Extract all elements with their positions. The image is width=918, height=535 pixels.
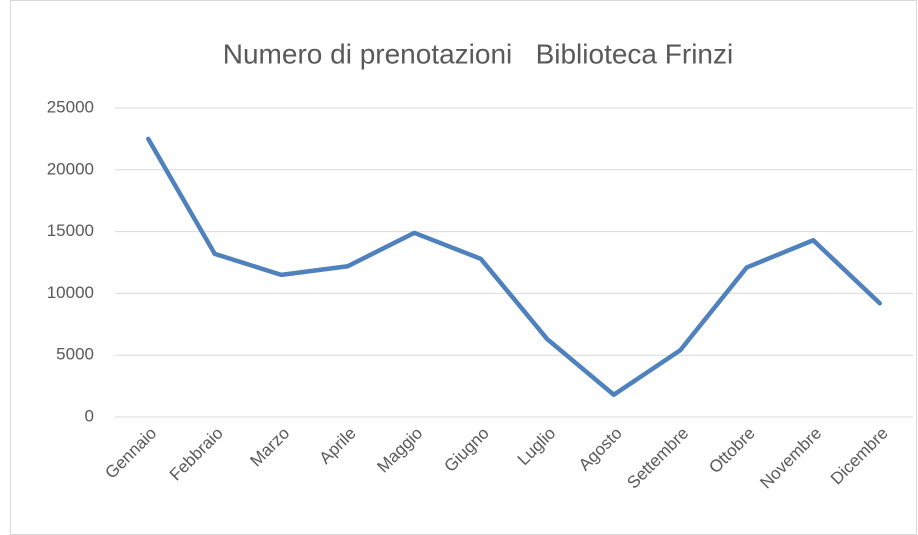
y-tick-label: 10000 <box>47 283 94 302</box>
y-tick-label: 5000 <box>56 345 94 364</box>
chart-frame <box>10 0 917 535</box>
y-tick-label: 0 <box>85 406 94 425</box>
y-tick-label: 25000 <box>47 97 94 116</box>
y-tick-label: 15000 <box>47 221 94 240</box>
line-series <box>146 136 882 398</box>
y-tick-label: 20000 <box>47 159 94 178</box>
chart-title: Numero di prenotazioni Biblioteca Frinzi <box>223 38 733 69</box>
